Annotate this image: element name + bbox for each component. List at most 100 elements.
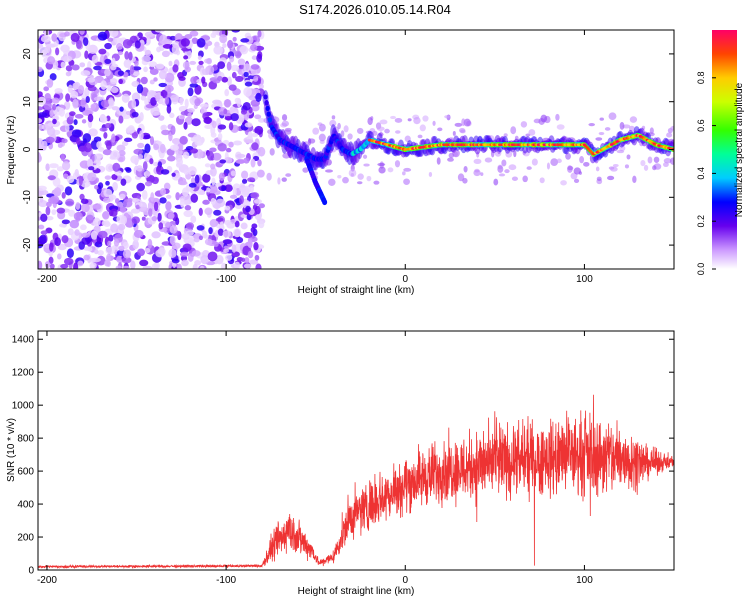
noise-blob xyxy=(247,250,254,259)
noise-blob xyxy=(141,55,152,62)
noise-blob xyxy=(44,92,51,101)
noise-blob xyxy=(80,224,87,231)
noise-blob xyxy=(285,173,292,177)
noise-blob xyxy=(110,86,119,94)
noise-blob xyxy=(607,175,615,181)
noise-blob xyxy=(504,169,510,174)
snr-y-ticks: 0 200 400 600 800 1000 1200 1400 xyxy=(12,335,674,577)
noise-blob xyxy=(48,256,54,264)
noise-blob xyxy=(121,113,131,120)
noise-blob xyxy=(669,157,674,165)
noise-blob xyxy=(158,82,168,88)
noise-blob xyxy=(144,97,149,106)
noise-blob xyxy=(165,221,172,228)
noise-blob xyxy=(122,71,129,78)
noise-blob xyxy=(217,61,226,69)
snr-x-label: Height of straight line (km) xyxy=(298,586,415,597)
noise-blob xyxy=(70,90,79,99)
noise-blob xyxy=(444,115,450,119)
noise-blob xyxy=(230,64,240,72)
noise-blob xyxy=(238,64,245,70)
noise-blob xyxy=(175,217,180,226)
noise-blob xyxy=(148,208,153,217)
noise-blob xyxy=(362,154,368,159)
noise-blob xyxy=(394,117,403,123)
noise-blob xyxy=(208,227,213,235)
noise-blob xyxy=(80,198,89,205)
noise-blob xyxy=(240,222,248,230)
noise-blob xyxy=(107,84,112,92)
noise-blob xyxy=(156,46,162,53)
noise-blob xyxy=(121,256,132,264)
noise-blob xyxy=(117,70,125,76)
noise-blob xyxy=(243,157,250,164)
noise-blob xyxy=(223,248,229,253)
noise-blob xyxy=(210,167,217,177)
noise-blob xyxy=(258,220,265,229)
noise-blob xyxy=(171,172,176,177)
noise-blob xyxy=(251,132,259,138)
noise-blob xyxy=(212,120,217,129)
noise-blob xyxy=(255,92,262,103)
snr-y-tick-label: 600 xyxy=(17,467,34,478)
noise-blob xyxy=(54,237,61,247)
noise-blob xyxy=(213,209,222,216)
noise-blob xyxy=(131,66,142,71)
snr-y-tick-label: 1000 xyxy=(12,401,35,412)
noise-blob xyxy=(178,76,186,81)
noise-blob xyxy=(573,178,580,183)
noise-blob xyxy=(183,121,188,130)
noise-blob xyxy=(104,122,112,129)
noise-blob xyxy=(53,187,62,197)
noise-blob xyxy=(183,210,193,218)
snr-y-tick-label: 1200 xyxy=(12,368,35,379)
spectrogram-y-tick-label: -10 xyxy=(22,190,33,205)
spectrogram-noise xyxy=(38,30,674,269)
noise-blob xyxy=(221,76,229,83)
noise-blob xyxy=(104,68,111,77)
noise-blob xyxy=(141,189,148,200)
noise-blob xyxy=(184,98,189,109)
noise-blob xyxy=(74,169,79,177)
noise-blob xyxy=(130,155,140,164)
noise-blob xyxy=(65,65,73,72)
noise-blob xyxy=(170,125,176,135)
noise-blob xyxy=(103,132,108,139)
noise-blob xyxy=(245,205,251,213)
noise-blob xyxy=(117,51,124,56)
noise-blob xyxy=(212,99,222,105)
noise-blob xyxy=(131,131,138,139)
noise-blob xyxy=(161,50,170,58)
noise-blob xyxy=(155,63,165,70)
noise-blob xyxy=(143,170,151,177)
noise-blob xyxy=(217,228,224,236)
noise-blob xyxy=(111,106,120,111)
noise-blob xyxy=(97,230,108,239)
snr-y-tick-label: 800 xyxy=(17,434,34,445)
noise-blob xyxy=(230,219,237,224)
noise-blob xyxy=(241,186,250,196)
noise-blob xyxy=(347,133,353,140)
noise-blob xyxy=(632,175,637,184)
spectrogram-x-tick-label: -100 xyxy=(216,274,236,285)
noise-blob xyxy=(452,131,456,136)
noise-blob xyxy=(90,257,101,263)
noise-blob xyxy=(377,162,386,167)
spectrogram-y-tick-label: 0 xyxy=(22,146,33,152)
noise-blob xyxy=(46,78,54,88)
noise-blob xyxy=(254,125,264,135)
noise-blob xyxy=(185,230,194,236)
noise-blob xyxy=(546,162,550,170)
noise-blob xyxy=(531,158,538,166)
noise-blob xyxy=(484,157,493,163)
noise-blob xyxy=(555,113,560,121)
noise-blob xyxy=(403,178,410,185)
noise-blob xyxy=(227,76,232,87)
snr-x-tick-label: -200 xyxy=(37,575,57,586)
noise-blob xyxy=(61,161,71,171)
spectrogram-x-tick-label: 0 xyxy=(402,274,408,285)
noise-blob xyxy=(217,124,227,130)
noise-blob xyxy=(104,42,112,50)
noise-blob xyxy=(83,37,89,46)
colorbar-tick-label: 0.0 xyxy=(696,263,706,276)
